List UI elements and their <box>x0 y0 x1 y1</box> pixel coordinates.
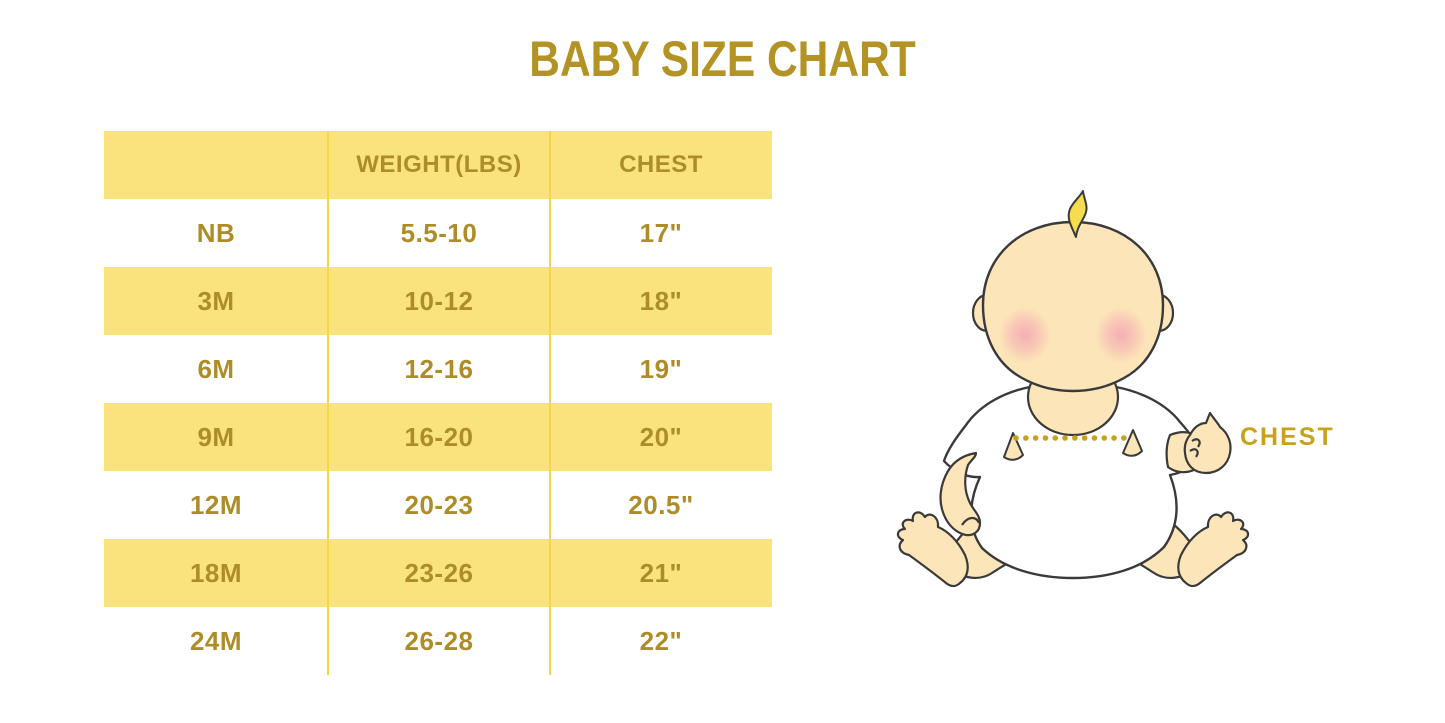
chest-measure-label: CHEST <box>1240 423 1335 451</box>
header-cell-chest: CHEST <box>619 151 703 178</box>
chest-cell: 18" <box>639 285 683 316</box>
weight-cell: 20-23 <box>404 489 474 520</box>
weight-cell: 16-20 <box>404 421 474 452</box>
table-row: 12M 20-23 20.5" <box>104 471 772 539</box>
header-cell-weight: WEIGHT(LBS) <box>356 151 522 178</box>
table-header-row: WEIGHT(LBS) CHEST <box>104 131 772 199</box>
table-row: 24M 26-28 22" <box>104 607 772 675</box>
size-cell: 24M <box>189 625 243 656</box>
hair-curl <box>1067 190 1088 238</box>
left-foot <box>896 511 969 588</box>
size-cell: 9M <box>197 421 235 452</box>
weight-cell: 5.5-10 <box>400 217 478 248</box>
chest-cell: 17" <box>639 217 683 248</box>
left-hand-curl <box>961 516 981 526</box>
weight-cell: 23-26 <box>404 557 474 588</box>
baby-illustration <box>896 190 1250 588</box>
right-foot <box>1177 511 1250 588</box>
sleeve-notches <box>1003 429 1143 461</box>
fist-knuckle-2 <box>1189 448 1199 458</box>
chest-cell: 20.5" <box>628 489 694 520</box>
header-cell-size <box>104 131 328 199</box>
right-fist <box>1183 411 1232 475</box>
left-arm <box>939 451 982 537</box>
column-divider <box>549 131 551 675</box>
fist-knuckle-1 <box>1191 438 1201 448</box>
baby-head <box>981 220 1165 393</box>
table-row: 18M 23-26 21" <box>104 539 772 607</box>
size-cell: 18M <box>189 557 243 588</box>
size-cell: 12M <box>189 489 243 520</box>
size-cell: NB <box>196 217 236 248</box>
baby-shirt <box>942 381 1204 580</box>
table-row: NB 5.5-10 17" <box>104 199 772 267</box>
page-title: BABY SIZE CHART <box>529 31 916 87</box>
chest-cell: 22" <box>639 625 683 656</box>
table-row: 6M 12-16 19" <box>104 335 772 403</box>
weight-cell: 10-12 <box>404 285 474 316</box>
weight-cell: 12-16 <box>404 353 474 384</box>
size-cell: 6M <box>197 353 235 384</box>
column-divider <box>327 131 329 675</box>
baby-arms <box>939 411 1232 537</box>
table-row: 3M 10-12 18" <box>104 267 772 335</box>
weight-cell: 26-28 <box>404 625 474 656</box>
chest-cell: 20" <box>639 421 683 452</box>
table-row: 9M 16-20 20" <box>104 403 772 471</box>
chest-cell: 21" <box>639 557 683 588</box>
blush-cheeks <box>999 307 1147 363</box>
size-table: WEIGHT(LBS) CHEST NB 5.5-10 17" 3M 10-12… <box>104 131 772 675</box>
size-cell: 3M <box>197 285 235 316</box>
chest-cell: 19" <box>639 353 683 384</box>
